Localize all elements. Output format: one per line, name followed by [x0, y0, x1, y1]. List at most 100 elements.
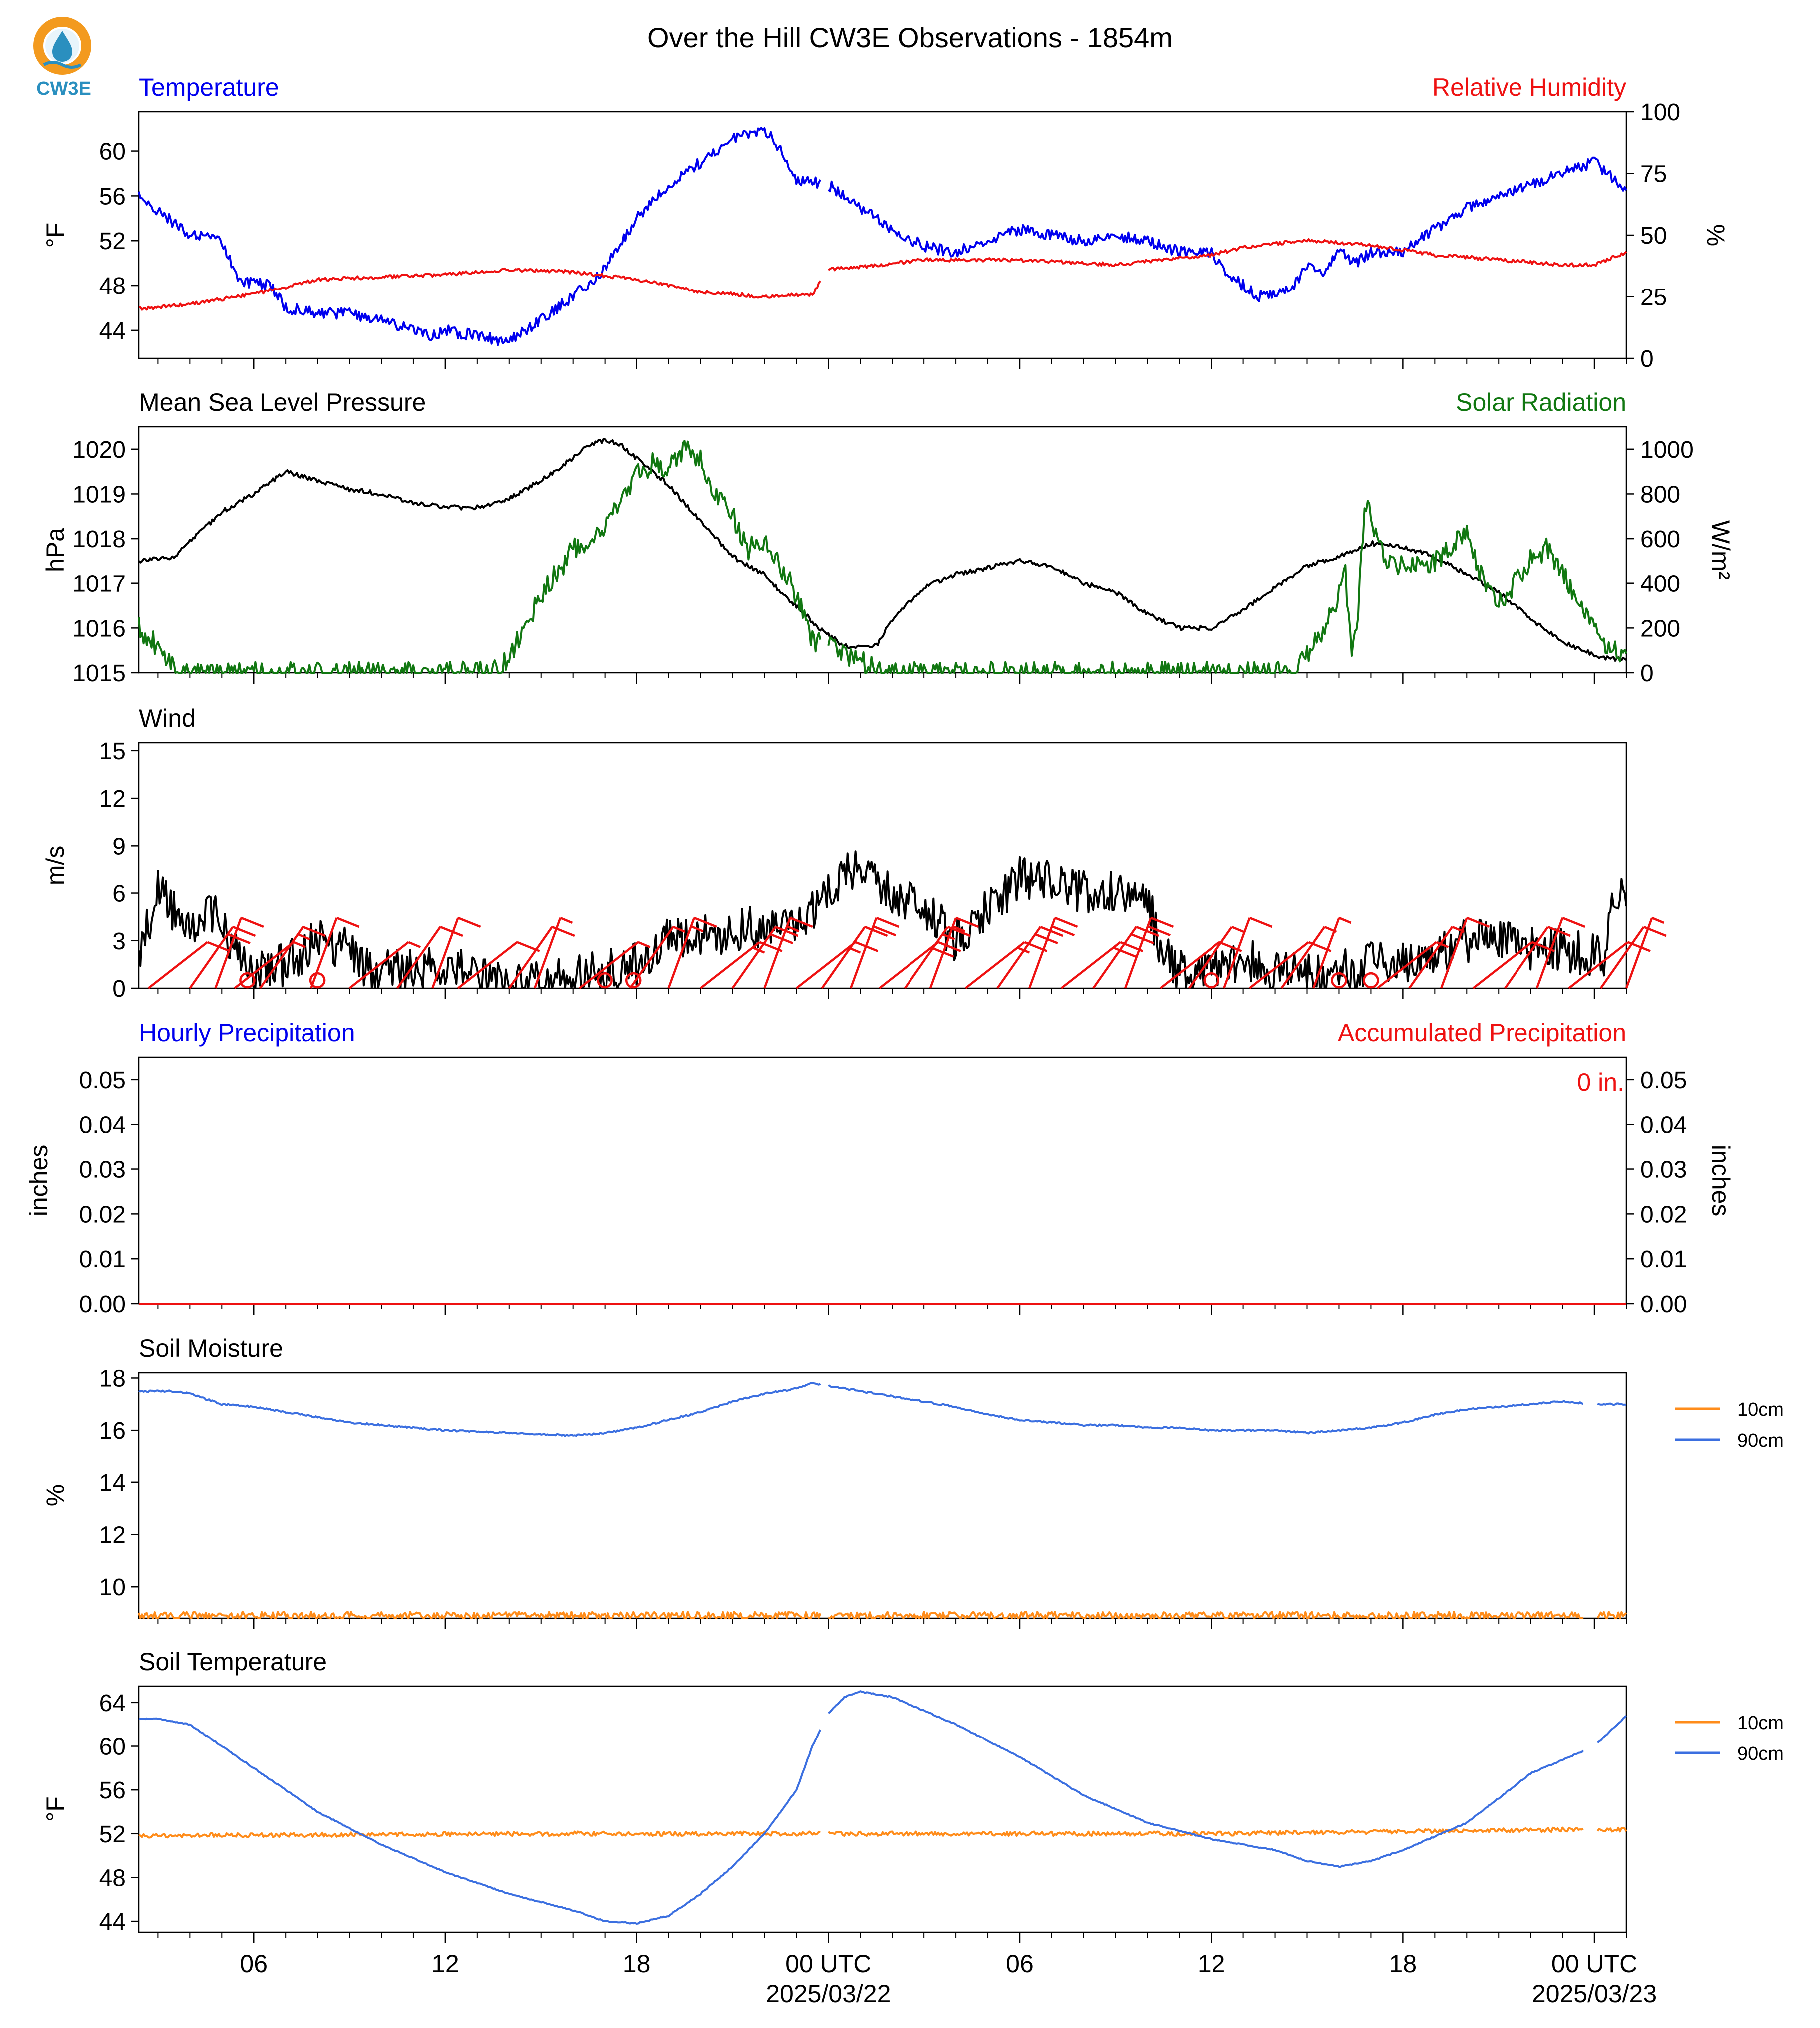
calm-wind-circle [1363, 972, 1379, 989]
y-tick-label: 56 [99, 1777, 126, 1804]
y-tick-label: 60 [99, 1734, 126, 1760]
y2-tick-label: 0.01 [1640, 1246, 1687, 1273]
wind-barb [1028, 916, 1078, 989]
wind-barb [348, 941, 421, 989]
x-tick-label: 12 [1198, 1950, 1225, 1978]
x-tick-label: 18 [1389, 1950, 1417, 1978]
x-tick-label: 00 UTC [1551, 1950, 1637, 1978]
panel-title-right: Solar Radiation [1456, 388, 1626, 416]
y-tick-label: 1018 [72, 526, 126, 553]
panel-title-left: Mean Sea Level Pressure [139, 388, 426, 416]
wind-barb [214, 916, 264, 989]
cw3e-logo: CW3E [33, 17, 91, 99]
y2-tick-label: 0.05 [1640, 1067, 1687, 1094]
y-tick-label: 18 [99, 1365, 126, 1392]
wind-barb [667, 916, 717, 989]
wind-barb [1376, 941, 1449, 989]
wind-barb [259, 926, 326, 989]
wind-barbs [147, 916, 1667, 989]
calm-wind-circle [239, 972, 256, 989]
calm-wind-circle [1331, 972, 1347, 989]
logo-text: CW3E [36, 78, 91, 99]
y2-tick-label: 0.04 [1640, 1112, 1687, 1139]
logo-ring [33, 17, 91, 75]
wind-barb [1535, 916, 1586, 989]
panel-wind: Wind 0 3 6 9 12 15 m/s [41, 704, 1667, 1002]
y2-axis-label: % [1702, 224, 1730, 246]
wind-barb [1440, 916, 1490, 989]
legend-label: 90cm [1737, 1430, 1784, 1451]
y-tick-label: 64 [99, 1690, 126, 1717]
panel-soil_temp: Soil Temperature 44 48 52 56 60 64 °F 10cm 90cm [41, 1648, 1784, 1943]
y-tick-label: 10 [99, 1574, 126, 1601]
y-tick-label: 0.04 [79, 1112, 126, 1139]
y-tick-label: 9 [112, 833, 126, 860]
wind-barb [821, 926, 888, 989]
wind-barb [310, 916, 360, 989]
panel-pressure_solar: Mean Sea Level Pressure Solar Radiation 10… [41, 388, 1735, 687]
legend: 10cm 90cm [1675, 1713, 1784, 1764]
series-line-90cm [138, 1690, 1627, 1925]
panel-title-left: Hourly Precipitation [139, 1019, 355, 1047]
y-tick-label: 56 [99, 183, 126, 210]
page-title: Over the Hill CW3E Observations - 1854m [647, 22, 1173, 53]
accumulated-precip-annotation: 0 in. [1577, 1068, 1624, 1096]
y-tick-label: 0.05 [79, 1067, 126, 1094]
y2-tick-label: 100 [1640, 99, 1680, 126]
wind-barb [849, 916, 900, 989]
series-line-mean-sea-level-pressure [138, 438, 1627, 662]
y-tick-label: 1019 [72, 481, 126, 508]
wind-barb [929, 916, 979, 989]
y-tick-label: 52 [99, 228, 126, 255]
logo-drop-icon [52, 31, 72, 62]
panel-precip: Hourly Precipitation Accumulated Precipit… [25, 1019, 1735, 1318]
wind-barb [1625, 916, 1665, 989]
calm-wind-circle [309, 972, 326, 989]
plot-frame [138, 1685, 1627, 1933]
panel-title-right: Accumulated Precipitation [1338, 1019, 1626, 1047]
y-tick-label: 48 [99, 273, 126, 299]
panel-title-left: Wind [139, 704, 196, 732]
series-line-10cm [138, 1826, 1627, 1839]
wind-barb [579, 941, 651, 989]
series-line-90cm [138, 1382, 1627, 1437]
y2-tick-label: 0 [1640, 660, 1654, 687]
y-axis-label: inches [25, 1145, 53, 1217]
y-axis-label: % [41, 1484, 69, 1506]
y-tick-label: 6 [112, 881, 126, 907]
plot-frame [138, 742, 1627, 989]
wind-barb [763, 916, 813, 989]
plot-frame [138, 1372, 1627, 1619]
y-axis-label: °F [41, 223, 69, 248]
calm-wind-circle [625, 972, 642, 989]
panels: Temperature Relative Humidity4448525660°F… [25, 73, 1784, 2008]
series-line-relative-humidity [138, 238, 1627, 311]
y-axis-label: hPa [41, 528, 69, 572]
y-tick-label: 60 [99, 139, 126, 165]
y-tick-label: 44 [99, 1909, 126, 1935]
y2-axis-label: W/m² [1707, 520, 1735, 579]
y-axis-label: °F [41, 1796, 69, 1822]
logo-wave-icon [43, 61, 82, 69]
legend-label: 10cm [1737, 1713, 1784, 1734]
y-tick-label: 1020 [72, 437, 126, 463]
y2-tick-label: 0.02 [1640, 1201, 1687, 1228]
y2-tick-label: 75 [1640, 161, 1667, 188]
y-tick-label: 0.03 [79, 1157, 126, 1183]
y-tick-label: 16 [99, 1418, 126, 1444]
y-tick-label: 0 [112, 976, 126, 1002]
x-date-label: 2025/03/23 [1532, 1980, 1657, 2008]
x-tick-label: 06 [1006, 1950, 1034, 1978]
panel-title-left: Soil Temperature [139, 1648, 327, 1676]
y-tick-label: 48 [99, 1865, 126, 1891]
y-tick-label: 1016 [72, 615, 126, 642]
y-axis-label: m/s [41, 846, 69, 886]
wind-barb [1223, 916, 1273, 989]
panel-title-right: Relative Humidity [1432, 73, 1626, 101]
y2-tick-label: 25 [1640, 285, 1667, 311]
y2-tick-label: 800 [1640, 481, 1680, 508]
calm-wind-circle [1203, 972, 1219, 989]
wind-barb [431, 916, 481, 989]
